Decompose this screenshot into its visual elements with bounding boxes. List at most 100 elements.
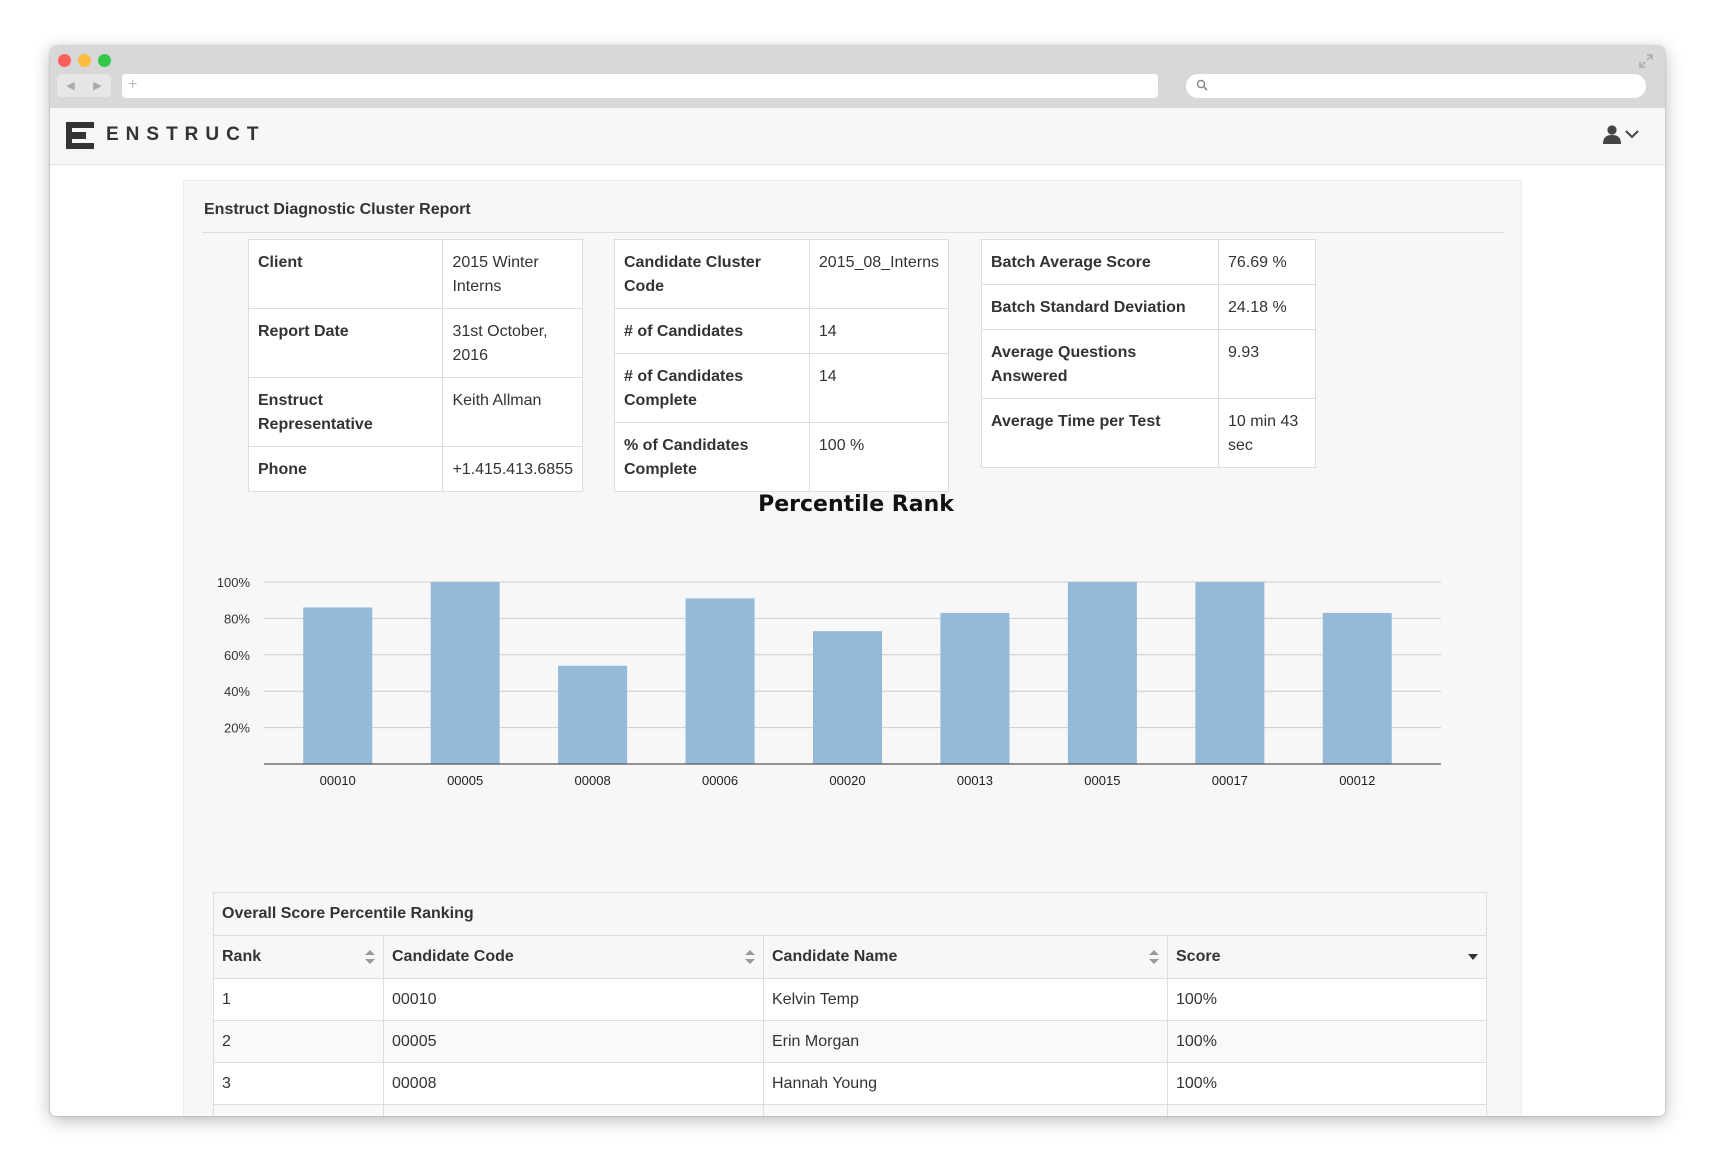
new-tab-plus-icon[interactable]: + <box>128 76 138 93</box>
browser-search-bar[interactable] <box>1186 74 1646 98</box>
table-row[interactable] <box>213 1104 1487 1116</box>
info-row: # of Candidates Complete 14 <box>614 353 950 423</box>
column-header-label: Score <box>1176 948 1221 965</box>
info-value: 2015 Winter Interns <box>442 239 583 309</box>
forward-arrow-icon[interactable]: ▶ <box>93 80 102 92</box>
info-key: Average Time per Test <box>981 398 1219 468</box>
sort-desc-icon[interactable] <box>1468 954 1478 960</box>
nav-arrows: ◀ ▶ <box>57 74 111 97</box>
chart-bar <box>303 607 373 764</box>
info-value: 14 <box>808 308 950 354</box>
client-info-table: Client 2015 Winter Interns Report Date 3… <box>247 239 583 492</box>
info-value: 14 <box>808 353 950 423</box>
title-divider <box>202 232 1504 233</box>
table-row[interactable]: 3 00008 Hannah Young 100% <box>213 1062 1487 1105</box>
score-cell: 100% <box>1167 1020 1487 1063</box>
info-row: Phone +1.415.413.6855 <box>247 446 583 492</box>
report-title: Enstruct Diagnostic Cluster Report <box>204 201 471 218</box>
info-key: % of Candidates Complete <box>614 422 810 492</box>
info-value: 24.18 % <box>1218 284 1316 330</box>
back-arrow-icon[interactable]: ◀ <box>66 80 75 92</box>
fullscreen-icon[interactable] <box>1639 54 1653 68</box>
sort-both-icon[interactable] <box>1149 950 1159 964</box>
chart-bar <box>813 631 882 764</box>
info-value: 100 % <box>808 422 950 492</box>
info-key: Phone <box>247 446 444 492</box>
report-panel: Enstruct Diagnostic Cluster Report Clien… <box>183 180 1522 1116</box>
candidate-name-cell: Erin Morgan <box>763 1020 1168 1063</box>
info-key: # of Candidates <box>614 308 810 354</box>
chart-bar <box>558 665 628 764</box>
browser-window: ◀ ▶ + ENSTRUCT <box>50 46 1665 1116</box>
info-row: # of Candidates 14 <box>614 308 950 354</box>
score-cell <box>1167 1104 1487 1116</box>
x-tick-label: 00013 <box>957 773 993 788</box>
candidate-code-cell: 00005 <box>383 1020 764 1063</box>
x-tick-label: 00020 <box>829 773 865 788</box>
column-header-label: Candidate Code <box>392 948 514 965</box>
column-header-label: Candidate Name <box>772 948 898 965</box>
chevron-down-icon <box>1625 130 1639 139</box>
table-row[interactable]: 1 00010 Kelvin Temp 100% <box>213 978 1487 1021</box>
x-tick-label: 00006 <box>702 773 738 788</box>
sort-both-icon[interactable] <box>365 950 375 964</box>
brand-name[interactable]: ENSTRUCT <box>106 124 266 145</box>
column-header-rank[interactable]: Rank <box>213 935 384 979</box>
y-tick-label: 80% <box>224 611 250 626</box>
chart-title: Percentile Rank <box>758 492 955 517</box>
info-value: 76.69 % <box>1218 239 1316 285</box>
info-key: Batch Standard Deviation <box>981 284 1219 330</box>
score-cell: 100% <box>1167 1062 1487 1105</box>
info-row: Batch Average Score 76.69 % <box>981 239 1316 285</box>
column-header-score[interactable]: Score <box>1167 935 1487 979</box>
y-tick-label: 20% <box>224 721 250 736</box>
rank-cell: 2 <box>213 1020 384 1063</box>
info-key: Enstruct Representative <box>247 377 444 447</box>
enstruct-logo-icon[interactable] <box>66 122 94 149</box>
chart-bar <box>1322 612 1392 764</box>
user-menu[interactable] <box>1603 124 1639 144</box>
rank-cell: 1 <box>213 978 384 1021</box>
close-window-button[interactable] <box>58 54 71 67</box>
info-key: Report Date <box>247 308 444 378</box>
x-tick-label: 00017 <box>1212 773 1248 788</box>
x-tick-label: 00005 <box>447 773 483 788</box>
y-tick-label: 60% <box>224 648 250 663</box>
ranking-table: Rank Candidate Code Candidate Name <box>213 935 1487 1116</box>
chart-bar <box>685 598 755 764</box>
browser-chrome: ◀ ▶ + <box>50 46 1665 108</box>
table-row[interactable]: 2 00005 Erin Morgan 100% <box>213 1020 1487 1063</box>
candidate-code-cell: 00010 <box>383 978 764 1021</box>
score-cell: 100% <box>1167 978 1487 1021</box>
candidate-name-cell: Hannah Young <box>763 1062 1168 1105</box>
info-value: 9.93 <box>1218 329 1316 399</box>
percentile-rank-chart: Percentile Rank 20% 40% 60% 80% 100% 00010 000… <box>184 491 1521 791</box>
zoom-window-button[interactable] <box>98 54 111 67</box>
info-value: 31st October, 2016 <box>442 308 583 378</box>
info-row: Batch Standard Deviation 24.18 % <box>981 284 1316 330</box>
info-row: Average Time per Test 10 min 43 sec <box>981 398 1316 468</box>
chart-bar <box>1067 582 1137 764</box>
info-row: Client 2015 Winter Interns <box>247 239 583 309</box>
info-value: 10 min 43 sec <box>1218 398 1316 468</box>
x-tick-label: 00015 <box>1084 773 1120 788</box>
info-row: Enstruct Representative Keith Allman <box>247 377 583 447</box>
minimize-window-button[interactable] <box>78 54 91 67</box>
y-tick-label: 100% <box>217 575 251 590</box>
candidate-name-cell: Kelvin Temp <box>763 978 1168 1021</box>
sort-both-icon[interactable] <box>745 950 755 964</box>
info-row: % of Candidates Complete 100 % <box>614 422 950 492</box>
ranking-section: Overall Score Percentile Ranking Rank Ca… <box>213 892 1487 1116</box>
column-header-candidate-name[interactable]: Candidate Name <box>763 935 1168 979</box>
batch-info-table: Batch Average Score 76.69 % Batch Standa… <box>981 239 1316 468</box>
column-header-label: Rank <box>222 948 262 965</box>
column-header-candidate-code[interactable]: Candidate Code <box>383 935 764 979</box>
info-key: Batch Average Score <box>981 239 1219 285</box>
chart-bar <box>430 582 500 764</box>
rank-cell <box>213 1104 384 1116</box>
url-bar[interactable]: + <box>122 74 1158 98</box>
x-tick-label: 00010 <box>320 773 356 788</box>
info-key: Average Questions Answered <box>981 329 1219 399</box>
app-header: ENSTRUCT <box>50 108 1665 165</box>
y-tick-label: 40% <box>224 684 250 699</box>
